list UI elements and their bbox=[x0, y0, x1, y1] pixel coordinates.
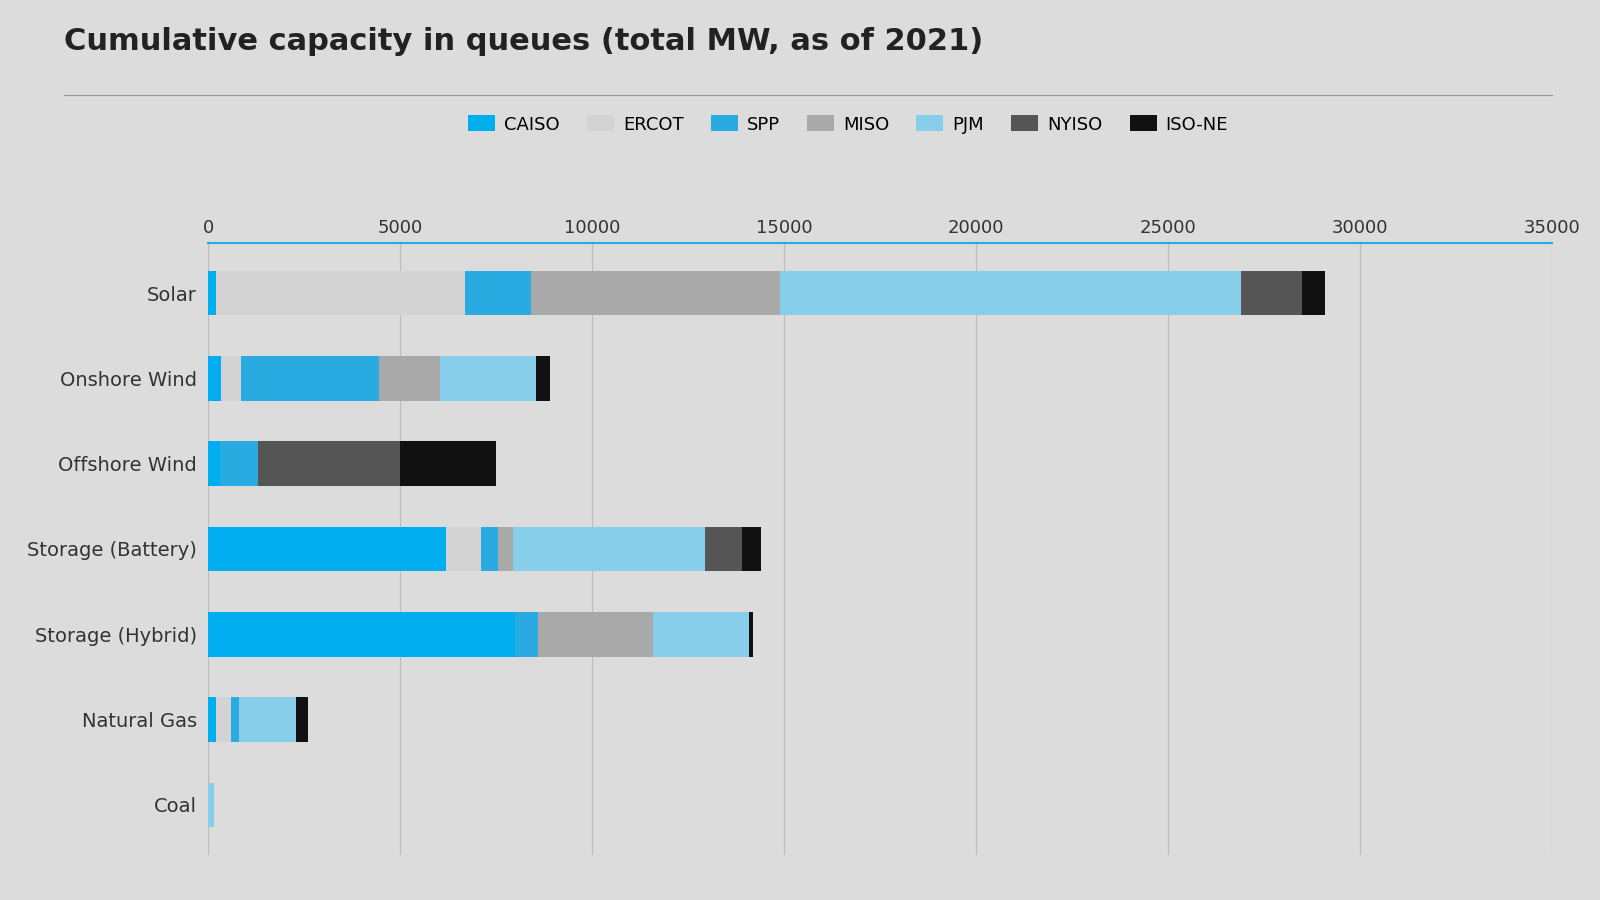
Bar bbox=[514, 526, 706, 572]
Legend: CAISO, ERCOT, SPP, MISO, PJM, NYISO, ISO-NE: CAISO, ERCOT, SPP, MISO, PJM, NYISO, ISO… bbox=[461, 108, 1235, 140]
Bar bbox=[208, 698, 216, 742]
Bar bbox=[742, 526, 762, 572]
Bar bbox=[498, 526, 514, 572]
Bar bbox=[515, 612, 538, 656]
Bar bbox=[531, 271, 781, 315]
Bar bbox=[238, 698, 296, 742]
Bar bbox=[240, 356, 379, 400]
Bar bbox=[538, 612, 653, 656]
Bar bbox=[296, 698, 307, 742]
Bar bbox=[446, 526, 480, 572]
Bar bbox=[219, 442, 258, 486]
Bar bbox=[440, 356, 536, 400]
Bar bbox=[781, 271, 1242, 315]
Bar bbox=[208, 612, 515, 656]
Bar bbox=[749, 612, 754, 656]
Bar bbox=[208, 442, 219, 486]
Bar bbox=[379, 356, 440, 400]
Bar bbox=[208, 526, 446, 572]
Bar bbox=[230, 698, 238, 742]
Bar bbox=[466, 271, 531, 315]
Bar bbox=[258, 442, 400, 486]
Text: Cumulative capacity in queues (total MW, as of 2021): Cumulative capacity in queues (total MW,… bbox=[64, 27, 984, 56]
Bar bbox=[1242, 271, 1302, 315]
Bar bbox=[208, 783, 214, 827]
Bar bbox=[480, 526, 498, 572]
Bar bbox=[208, 356, 221, 400]
Bar bbox=[653, 612, 749, 656]
Bar bbox=[216, 698, 230, 742]
Bar bbox=[706, 526, 742, 572]
Bar bbox=[536, 356, 550, 400]
Bar bbox=[216, 271, 466, 315]
Bar bbox=[221, 356, 240, 400]
Bar bbox=[1302, 271, 1325, 315]
Bar bbox=[400, 442, 496, 486]
Bar bbox=[208, 271, 216, 315]
